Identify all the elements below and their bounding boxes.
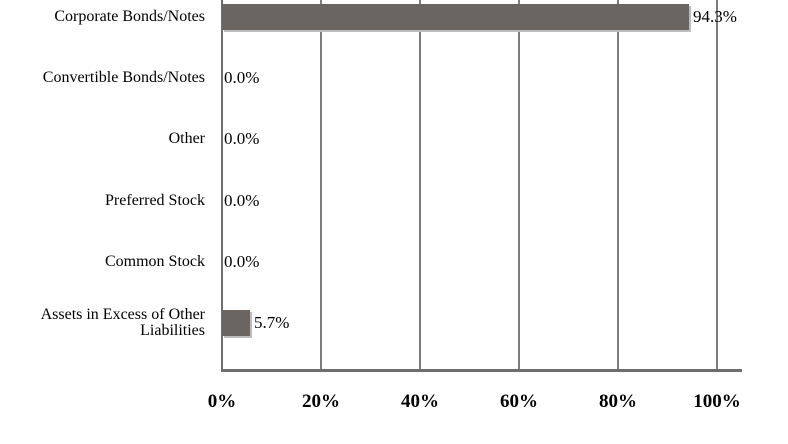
category-label: Corporate Bonds/Notes: [54, 8, 205, 25]
x-tick-label-40%: 40%: [401, 391, 439, 412]
value-label: 0.0%: [224, 68, 260, 87]
category-label: Convertible Bonds/Notes: [42, 69, 205, 87]
gridline-60%: [518, 0, 520, 369]
x-tick-label-80%: 80%: [599, 391, 637, 412]
category-label: Common Stock: [104, 252, 205, 270]
y-axis-line: [221, 0, 223, 371]
x-tick-label-20%: 20%: [302, 391, 340, 412]
x-tick-label-100%: 100%: [693, 391, 741, 412]
value-label: 0.0%: [224, 191, 260, 210]
value-label: 0.0%: [224, 129, 260, 148]
category-label: Assets in Excess of Other Liabilities: [40, 306, 205, 339]
gridline-100%: [716, 0, 718, 369]
gridline-40%: [419, 0, 421, 369]
x-tick-label-0%: 0%: [207, 391, 237, 412]
x-axis-line: [221, 369, 742, 372]
value-label: 0.0%: [224, 252, 260, 271]
gridline-20%: [320, 0, 322, 369]
bar-assets-in-excess: [222, 310, 250, 336]
value-label: 5.7%: [254, 313, 290, 332]
gridline-80%: [617, 0, 619, 369]
category-label: Other: [168, 130, 205, 148]
category-label: Preferred Stock: [105, 191, 205, 209]
value-label: 94.3%: [693, 7, 737, 26]
bar-corporate-bonds: [222, 4, 689, 30]
x-tick-label-60%: 60%: [500, 391, 538, 412]
